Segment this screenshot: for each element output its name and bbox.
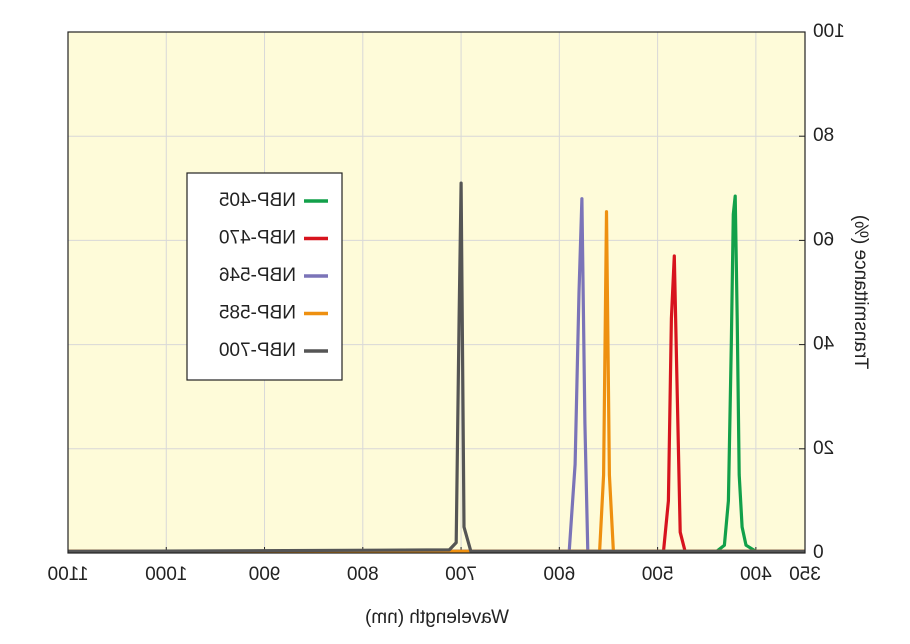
legend-label: NBP-470 xyxy=(219,228,296,249)
lines xyxy=(67,181,805,554)
x-tick-label: 1000 xyxy=(145,564,187,585)
x-tick-label: 1100 xyxy=(48,564,89,585)
legend-label: NBP-546 xyxy=(219,265,296,286)
x-tick-label: 350 xyxy=(789,564,821,585)
x-tick-label: 400 xyxy=(740,564,772,585)
x-tick-label: 800 xyxy=(347,564,379,585)
x-tick-label: 500 xyxy=(642,564,674,585)
plot-area xyxy=(68,32,805,553)
x-tick-label: 900 xyxy=(249,564,281,585)
legend: NBP-405 NBP-470 NBP-546 NBP-585 NBP-700 xyxy=(186,172,343,381)
y-tick-label: 100 xyxy=(813,21,845,42)
y-tick-label: 20 xyxy=(813,438,834,459)
series-line xyxy=(68,194,805,554)
legend-label: NBP-585 xyxy=(219,303,296,324)
series-line xyxy=(68,197,805,554)
plot-frame xyxy=(67,31,806,554)
x-axis-label: Wavelength (nm) xyxy=(365,607,509,628)
chart-body: 350 400 500 600 700 800 900 1000 1100 0 20 40 60 80 10… xyxy=(48,21,871,628)
x-tick-label: 700 xyxy=(445,564,477,585)
y-tick-label: 80 xyxy=(813,125,834,146)
y-axis-label: Transmittance (%) xyxy=(850,215,871,370)
y-tick-label: 0 xyxy=(813,542,824,563)
series-line xyxy=(68,254,805,554)
x-tick-label: 600 xyxy=(543,564,575,585)
legend-label: NBP-700 xyxy=(219,340,296,361)
legend-label: NBP-405 xyxy=(219,190,296,211)
y-tick-label: 40 xyxy=(813,334,834,355)
y-tick-label: 60 xyxy=(813,229,834,250)
series-line xyxy=(67,181,805,554)
